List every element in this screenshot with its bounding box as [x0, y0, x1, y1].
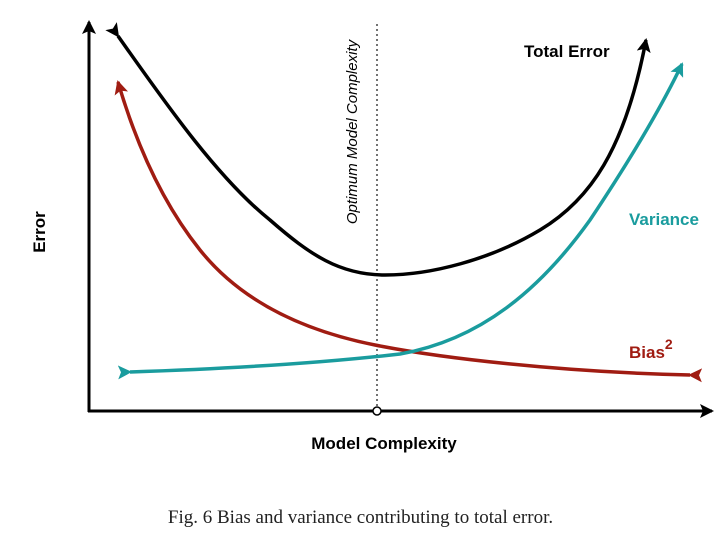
figure-caption: Fig. 6 Bias and variance contributing to… [167, 507, 554, 528]
total-error-curve [105, 22, 651, 277]
x-axis-label: Model Complexity [311, 434, 457, 453]
variance-label: Variance [629, 210, 699, 229]
bias-curve [114, 80, 703, 383]
bias-label: Bias2 [629, 336, 673, 362]
y-axis-label: Error [30, 211, 49, 253]
optimum-marker [372, 406, 382, 416]
bias-label-text: Bias [629, 343, 665, 362]
total-error-label: Total Error [524, 42, 610, 61]
bias-variance-diagram: Total Error Variance Bias2 Model Complex… [30, 20, 714, 453]
variance-curve [117, 62, 684, 380]
optimum-label: Optimum Model Complexity [344, 38, 361, 224]
bias-superscript: 2 [665, 336, 673, 352]
